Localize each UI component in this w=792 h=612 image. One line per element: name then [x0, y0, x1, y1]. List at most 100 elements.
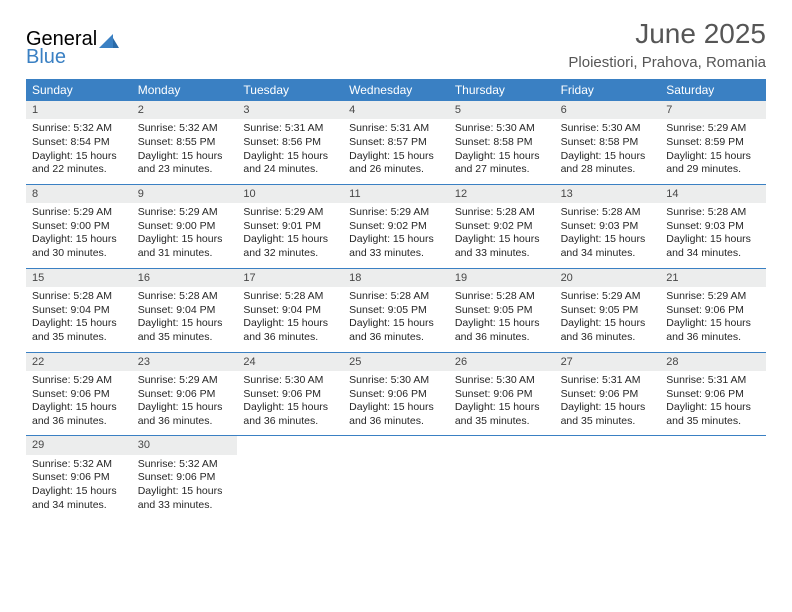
day-body: Sunrise: 5:28 AMSunset: 9:03 PMDaylight:…: [555, 203, 661, 268]
daylight-line: Daylight: 15 hours and 35 minutes.: [32, 317, 126, 344]
day-number: 19: [449, 269, 555, 287]
day-body: Sunrise: 5:30 AMSunset: 9:06 PMDaylight:…: [449, 371, 555, 436]
sunrise-line: Sunrise: 5:28 AM: [349, 290, 443, 304]
daylight-line: Daylight: 15 hours and 36 minutes.: [561, 317, 655, 344]
sunrise-line: Sunrise: 5:29 AM: [138, 206, 232, 220]
day-body: Sunrise: 5:30 AMSunset: 9:06 PMDaylight:…: [237, 371, 343, 436]
week-row: 22Sunrise: 5:29 AMSunset: 9:06 PMDayligh…: [26, 353, 766, 437]
daylight-line: Daylight: 15 hours and 28 minutes.: [561, 150, 655, 177]
day-body: Sunrise: 5:28 AMSunset: 9:05 PMDaylight:…: [449, 287, 555, 352]
day-number: 21: [660, 269, 766, 287]
day-number: 14: [660, 185, 766, 203]
day-number: 3: [237, 101, 343, 119]
daylight-line: Daylight: 15 hours and 36 minutes.: [243, 317, 337, 344]
sunrise-line: Sunrise: 5:28 AM: [455, 290, 549, 304]
day-body: Sunrise: 5:29 AMSunset: 9:00 PMDaylight:…: [26, 203, 132, 268]
daylight-line: Daylight: 15 hours and 22 minutes.: [32, 150, 126, 177]
day-body: Sunrise: 5:29 AMSunset: 9:02 PMDaylight:…: [343, 203, 449, 268]
logo-blue: Blue: [26, 48, 97, 66]
sunrise-line: Sunrise: 5:29 AM: [666, 122, 760, 136]
day-cell: 3Sunrise: 5:31 AMSunset: 8:56 PMDaylight…: [237, 101, 343, 184]
location: Ploiestiori, Prahova, Romania: [568, 54, 766, 71]
sunset-line: Sunset: 9:06 PM: [349, 388, 443, 402]
sunrise-line: Sunrise: 5:29 AM: [32, 374, 126, 388]
sunset-line: Sunset: 8:54 PM: [32, 136, 126, 150]
logo-triangle-icon: [99, 34, 119, 48]
sunrise-line: Sunrise: 5:31 AM: [349, 122, 443, 136]
sunrise-line: Sunrise: 5:32 AM: [32, 122, 126, 136]
daylight-line: Daylight: 15 hours and 36 minutes.: [138, 401, 232, 428]
day-number: 8: [26, 185, 132, 203]
sunrise-line: Sunrise: 5:30 AM: [561, 122, 655, 136]
daylight-line: Daylight: 15 hours and 36 minutes.: [666, 317, 760, 344]
logo-text: GeneralBlue: [26, 30, 97, 66]
day-number: 27: [555, 353, 661, 371]
sunrise-line: Sunrise: 5:29 AM: [138, 374, 232, 388]
daylight-line: Daylight: 15 hours and 36 minutes.: [349, 401, 443, 428]
sunset-line: Sunset: 9:06 PM: [561, 388, 655, 402]
day-body: Sunrise: 5:29 AMSunset: 8:59 PMDaylight:…: [660, 119, 766, 184]
day-header-cell: Friday: [555, 79, 661, 101]
day-header-cell: Wednesday: [343, 79, 449, 101]
sunset-line: Sunset: 8:59 PM: [666, 136, 760, 150]
day-number: 13: [555, 185, 661, 203]
day-cell: 25Sunrise: 5:30 AMSunset: 9:06 PMDayligh…: [343, 353, 449, 436]
day-number: 12: [449, 185, 555, 203]
sunrise-line: Sunrise: 5:31 AM: [666, 374, 760, 388]
logo: GeneralBlue: [26, 18, 119, 66]
day-number: 16: [132, 269, 238, 287]
day-body: Sunrise: 5:31 AMSunset: 9:06 PMDaylight:…: [660, 371, 766, 436]
day-cell: 6Sunrise: 5:30 AMSunset: 8:58 PMDaylight…: [555, 101, 661, 184]
daylight-line: Daylight: 15 hours and 35 minutes.: [138, 317, 232, 344]
sunrise-line: Sunrise: 5:28 AM: [561, 206, 655, 220]
sunset-line: Sunset: 9:06 PM: [138, 388, 232, 402]
daylight-line: Daylight: 15 hours and 33 minutes.: [138, 485, 232, 512]
day-number: 1: [26, 101, 132, 119]
sunset-line: Sunset: 8:56 PM: [243, 136, 337, 150]
day-cell: 16Sunrise: 5:28 AMSunset: 9:04 PMDayligh…: [132, 269, 238, 352]
day-body: Sunrise: 5:31 AMSunset: 8:57 PMDaylight:…: [343, 119, 449, 184]
daylight-line: Daylight: 15 hours and 36 minutes.: [455, 317, 549, 344]
day-number: 11: [343, 185, 449, 203]
day-number: 23: [132, 353, 238, 371]
day-cell: ..: [343, 436, 449, 519]
day-number: 6: [555, 101, 661, 119]
day-cell: ..: [555, 436, 661, 519]
sunset-line: Sunset: 9:06 PM: [666, 388, 760, 402]
day-cell: 23Sunrise: 5:29 AMSunset: 9:06 PMDayligh…: [132, 353, 238, 436]
sunset-line: Sunset: 9:02 PM: [349, 220, 443, 234]
day-number: 10: [237, 185, 343, 203]
day-cell: 11Sunrise: 5:29 AMSunset: 9:02 PMDayligh…: [343, 185, 449, 268]
day-cell: 1 Sunrise: 5:32 AMSunset: 8:54 PMDaylight…: [26, 101, 132, 184]
day-cell: 5Sunrise: 5:30 AMSunset: 8:58 PMDaylight…: [449, 101, 555, 184]
sunrise-line: Sunrise: 5:28 AM: [243, 290, 337, 304]
day-cell: 26Sunrise: 5:30 AMSunset: 9:06 PMDayligh…: [449, 353, 555, 436]
daylight-line: Daylight: 15 hours and 34 minutes.: [32, 485, 126, 512]
week-row: 15Sunrise: 5:28 AMSunset: 9:04 PMDayligh…: [26, 269, 766, 353]
day-body: Sunrise: 5:29 AMSunset: 9:00 PMDaylight:…: [132, 203, 238, 268]
sunrise-line: Sunrise: 5:28 AM: [32, 290, 126, 304]
daylight-line: Daylight: 15 hours and 32 minutes.: [243, 233, 337, 260]
day-body: Sunrise: 5:32 AMSunset: 9:06 PMDaylight:…: [132, 455, 238, 520]
day-cell: 17Sunrise: 5:28 AMSunset: 9:04 PMDayligh…: [237, 269, 343, 352]
day-body: Sunrise: 5:30 AMSunset: 8:58 PMDaylight:…: [449, 119, 555, 184]
day-header-cell: Thursday: [449, 79, 555, 101]
day-number: 28: [660, 353, 766, 371]
day-cell: 10Sunrise: 5:29 AMSunset: 9:01 PMDayligh…: [237, 185, 343, 268]
day-body: Sunrise: 5:29 AMSunset: 9:06 PMDaylight:…: [132, 371, 238, 436]
sunset-line: Sunset: 9:06 PM: [32, 388, 126, 402]
day-number: 20: [555, 269, 661, 287]
day-number: 5: [449, 101, 555, 119]
day-number: 22: [26, 353, 132, 371]
day-body: Sunrise: 5:29 AMSunset: 9:01 PMDaylight:…: [237, 203, 343, 268]
day-number: 30: [132, 436, 238, 454]
daylight-line: Daylight: 15 hours and 36 minutes.: [32, 401, 126, 428]
sunset-line: Sunset: 9:01 PM: [243, 220, 337, 234]
sunrise-line: Sunrise: 5:28 AM: [455, 206, 549, 220]
day-cell: ..: [449, 436, 555, 519]
sunrise-line: Sunrise: 5:30 AM: [455, 374, 549, 388]
sunrise-line: Sunrise: 5:29 AM: [243, 206, 337, 220]
day-cell: ..: [660, 436, 766, 519]
day-body: Sunrise: 5:31 AMSunset: 8:56 PMDaylight:…: [237, 119, 343, 184]
day-number: 24: [237, 353, 343, 371]
